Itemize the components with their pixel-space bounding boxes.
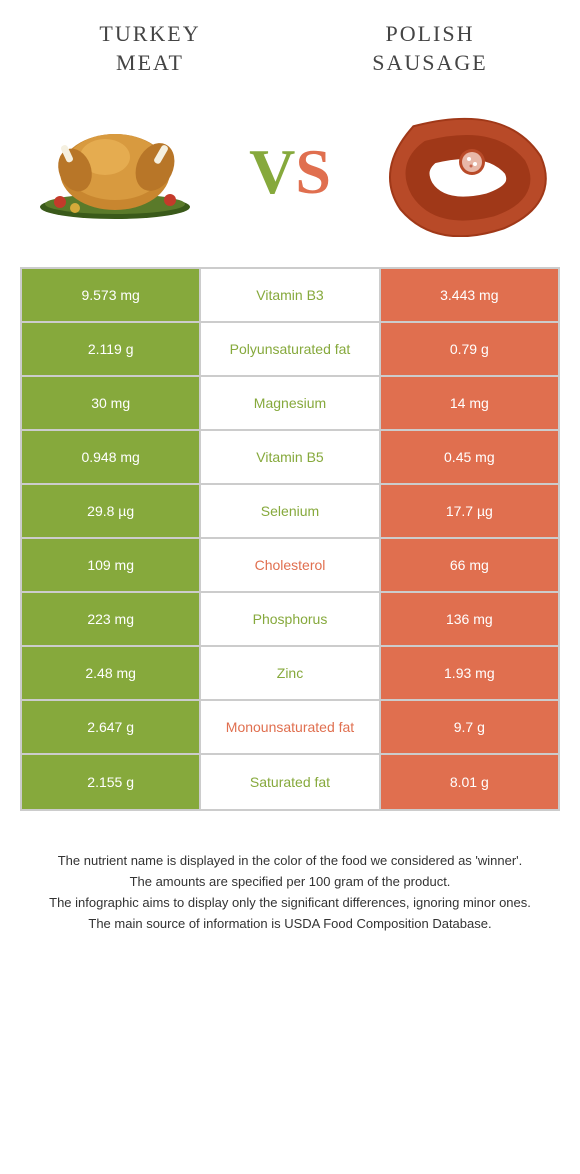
table-row: 0.948 mg Vitamin B5 0.45 mg <box>22 431 558 485</box>
left-value: 2.647 g <box>22 701 201 753</box>
title-text: MEAT <box>116 50 184 75</box>
nutrient-name: Vitamin B5 <box>201 431 380 483</box>
vs-row: VS <box>0 87 580 267</box>
nutrient-name: Vitamin B3 <box>201 269 380 321</box>
left-value: 29.8 µg <box>22 485 201 537</box>
right-value: 17.7 µg <box>381 485 558 537</box>
title-text: POLISH <box>385 21 474 46</box>
right-value: 136 mg <box>381 593 558 645</box>
left-value: 109 mg <box>22 539 201 591</box>
sausage-image <box>380 107 550 237</box>
nutrient-name: Zinc <box>201 647 380 699</box>
left-value: 2.155 g <box>22 755 201 809</box>
footer-line: The infographic aims to display only the… <box>30 893 550 914</box>
footer-notes: The nutrient name is displayed in the co… <box>0 811 580 934</box>
table-row: 109 mg Cholesterol 66 mg <box>22 539 558 593</box>
left-value: 9.573 mg <box>22 269 201 321</box>
right-value: 9.7 g <box>381 701 558 753</box>
table-row: 2.48 mg Zinc 1.93 mg <box>22 647 558 701</box>
right-food-title: POLISH SAUSAGE <box>290 20 570 77</box>
left-value: 0.948 mg <box>22 431 201 483</box>
table-row: 9.573 mg Vitamin B3 3.443 mg <box>22 269 558 323</box>
left-food-title: TURKEY MEAT <box>10 20 290 77</box>
header: TURKEY MEAT POLISH SAUSAGE <box>0 0 580 87</box>
footer-line: The main source of information is USDA F… <box>30 914 550 935</box>
nutrient-name: Polyunsaturated fat <box>201 323 380 375</box>
right-value: 3.443 mg <box>381 269 558 321</box>
right-value: 0.45 mg <box>381 431 558 483</box>
vs-label: VS <box>249 135 331 209</box>
table-row: 29.8 µg Selenium 17.7 µg <box>22 485 558 539</box>
left-value: 30 mg <box>22 377 201 429</box>
table-row: 2.647 g Monounsaturated fat 9.7 g <box>22 701 558 755</box>
table-row: 2.119 g Polyunsaturated fat 0.79 g <box>22 323 558 377</box>
nutrient-name: Monounsaturated fat <box>201 701 380 753</box>
right-value: 1.93 mg <box>381 647 558 699</box>
title-text: TURKEY <box>99 21 200 46</box>
vs-v: V <box>249 135 295 209</box>
title-text: SAUSAGE <box>372 50 487 75</box>
nutrient-table: 9.573 mg Vitamin B3 3.443 mg 2.119 g Pol… <box>20 267 560 811</box>
nutrient-name: Selenium <box>201 485 380 537</box>
nutrient-name: Cholesterol <box>201 539 380 591</box>
footer-line: The nutrient name is displayed in the co… <box>30 851 550 872</box>
vs-s: S <box>295 135 331 209</box>
nutrient-name: Magnesium <box>201 377 380 429</box>
turkey-image <box>30 107 200 237</box>
table-row: 223 mg Phosphorus 136 mg <box>22 593 558 647</box>
nutrient-name: Saturated fat <box>201 755 380 809</box>
left-value: 223 mg <box>22 593 201 645</box>
table-row: 2.155 g Saturated fat 8.01 g <box>22 755 558 809</box>
right-value: 14 mg <box>381 377 558 429</box>
right-value: 8.01 g <box>381 755 558 809</box>
table-row: 30 mg Magnesium 14 mg <box>22 377 558 431</box>
footer-line: The amounts are specified per 100 gram o… <box>30 872 550 893</box>
right-value: 0.79 g <box>381 323 558 375</box>
right-value: 66 mg <box>381 539 558 591</box>
left-value: 2.119 g <box>22 323 201 375</box>
left-value: 2.48 mg <box>22 647 201 699</box>
nutrient-name: Phosphorus <box>201 593 380 645</box>
